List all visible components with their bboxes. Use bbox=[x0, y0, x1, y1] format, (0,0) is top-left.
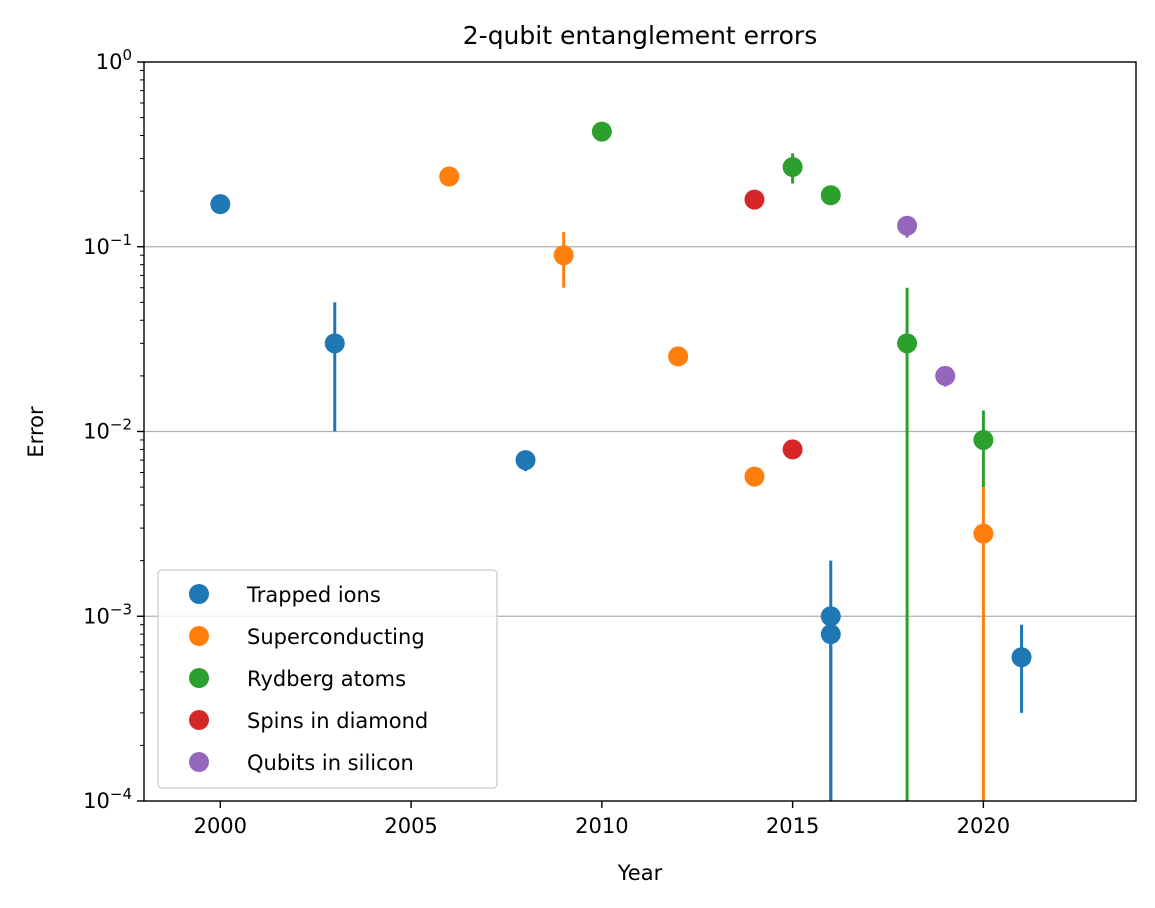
data-point bbox=[782, 157, 803, 178]
y-tick-exponent: −2 bbox=[110, 416, 132, 434]
x-axis-ticks: 2000 2005 2010 2015 2020 bbox=[194, 801, 1010, 838]
legend-label: Rydberg atoms bbox=[247, 667, 406, 691]
data-point bbox=[324, 333, 345, 354]
legend-marker bbox=[189, 626, 209, 646]
y-tick-exponent: −1 bbox=[110, 231, 132, 249]
legend-marker bbox=[189, 752, 209, 772]
x-tick-label: 2000 bbox=[194, 814, 247, 838]
data-point bbox=[935, 365, 956, 386]
data-point bbox=[668, 346, 689, 367]
y-tick-label: 10−3 bbox=[83, 600, 132, 628]
y-tick-base: 10 bbox=[83, 789, 110, 813]
data-point bbox=[210, 194, 231, 215]
data-point bbox=[973, 429, 994, 450]
legend-label: Trapped ions bbox=[246, 583, 381, 607]
data-point bbox=[897, 215, 918, 236]
legend-marker bbox=[189, 584, 209, 604]
y-tick-exponent: −4 bbox=[110, 785, 132, 803]
y-tick-base: 10 bbox=[83, 604, 110, 628]
x-tick-label: 2015 bbox=[766, 814, 819, 838]
data-point bbox=[820, 606, 841, 627]
data-point bbox=[439, 166, 460, 187]
y-tick-base: 10 bbox=[96, 50, 123, 74]
x-tick-label: 2005 bbox=[384, 814, 437, 838]
x-tick-label: 2020 bbox=[957, 814, 1010, 838]
data-point bbox=[820, 185, 841, 206]
y-tick-label: 100 bbox=[96, 46, 132, 74]
y-tick-label: 10−2 bbox=[83, 416, 132, 444]
data-points bbox=[210, 121, 1032, 668]
data-point bbox=[820, 624, 841, 645]
y-tick-exponent: 0 bbox=[122, 46, 132, 64]
y-axis-label: Error bbox=[24, 406, 48, 458]
data-point bbox=[973, 523, 994, 544]
y-tick-base: 10 bbox=[83, 235, 110, 259]
data-point bbox=[553, 245, 574, 266]
chart-title: 2-qubit entanglement errors bbox=[463, 21, 817, 50]
legend-label: Superconducting bbox=[247, 625, 425, 649]
legend: Trapped ions Superconducting Rydberg atoms… bbox=[157, 569, 498, 789]
y-tick-exponent: −3 bbox=[110, 600, 132, 618]
data-point bbox=[515, 450, 536, 471]
y-tick-label: 10−4 bbox=[83, 785, 132, 813]
legend-box bbox=[157, 569, 498, 789]
data-point bbox=[744, 466, 765, 487]
data-point bbox=[782, 439, 803, 460]
data-point bbox=[897, 333, 918, 354]
data-point bbox=[1011, 647, 1032, 668]
x-axis-label: Year bbox=[617, 861, 663, 885]
legend-marker bbox=[189, 668, 209, 688]
x-tick-label: 2010 bbox=[575, 814, 628, 838]
legend-label: Spins in diamond bbox=[247, 709, 428, 733]
data-point bbox=[744, 189, 765, 210]
legend-marker bbox=[189, 710, 209, 730]
data-point bbox=[591, 121, 612, 142]
legend-label: Qubits in silicon bbox=[247, 751, 414, 775]
y-tick-base: 10 bbox=[83, 420, 110, 444]
y-tick-label: 10−1 bbox=[83, 231, 132, 259]
